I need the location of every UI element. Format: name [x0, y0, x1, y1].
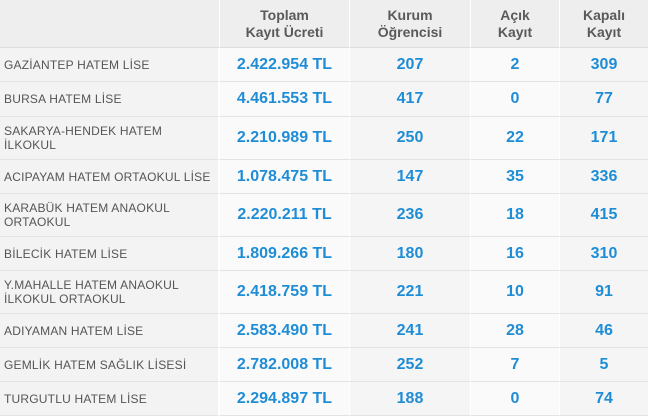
closed-registration-value: 310	[559, 237, 648, 271]
table-row: KARABÜK HATEM ANAOKUL ORTAOKUL 2.220.211 …	[0, 194, 648, 237]
open-registration-value: 0	[470, 82, 559, 117]
open-registration-value: 35	[470, 160, 559, 194]
table-row: BURSA HATEM LİSE 4.461.553 TL 417 0 77	[0, 82, 648, 117]
institution-students-value: 252	[349, 348, 470, 382]
open-registration-value: 7	[470, 348, 559, 382]
closed-registration-value: 5	[559, 348, 648, 382]
table-row: GAZİANTEP HATEM LİSE 2.422.954 TL 207 2 309	[0, 48, 648, 82]
table-row: SAKARYA-HENDEK HATEM İLKOKUL 2.210.989 TL…	[0, 117, 648, 160]
open-registration-value: 28	[470, 314, 559, 348]
header-closed-registration: Kapalı Kayıt	[559, 0, 648, 48]
table-row: GEMLİK HATEM SAĞLIK LİSESİ 2.782.008 TL 25…	[0, 348, 648, 382]
table-body: GAZİANTEP HATEM LİSE 2.422.954 TL 207 2 309 B…	[0, 48, 648, 416]
open-registration-value: 18	[470, 194, 559, 237]
total-fee-value: 2.782.008 TL	[219, 348, 349, 382]
school-name: GEMLİK HATEM SAĞLIK LİSESİ	[0, 348, 219, 382]
header-row: Toplam Kayıt Ücreti Kurum Öğrencisi Açık…	[0, 0, 648, 48]
open-registration-value: 22	[470, 117, 559, 160]
total-fee-value: 2.422.954 TL	[219, 48, 349, 82]
header-institution-students: Kurum Öğrencisi	[349, 0, 470, 48]
total-fee-value: 2.583.490 TL	[219, 314, 349, 348]
header-school	[0, 0, 219, 48]
table-header: Toplam Kayıt Ücreti Kurum Öğrencisi Açık…	[0, 0, 648, 48]
school-name: TURGUTLU HATEM LİSE	[0, 382, 219, 416]
institution-students-value: 236	[349, 194, 470, 237]
closed-registration-value: 77	[559, 82, 648, 117]
closed-registration-value: 171	[559, 117, 648, 160]
school-name: ADIYAMAN HATEM LİSE	[0, 314, 219, 348]
school-name: BİLECİK HATEM LİSE	[0, 237, 219, 271]
institution-students-value: 147	[349, 160, 470, 194]
open-registration-value: 16	[470, 237, 559, 271]
school-name: ACIPAYAM HATEM ORTAOKUL LİSE	[0, 160, 219, 194]
closed-registration-value: 91	[559, 271, 648, 314]
open-registration-value: 2	[470, 48, 559, 82]
closed-registration-value: 74	[559, 382, 648, 416]
closed-registration-value: 415	[559, 194, 648, 237]
institution-students-value: 188	[349, 382, 470, 416]
table-row: TURGUTLU HATEM LİSE 2.294.897 TL 188 0 74	[0, 382, 648, 416]
institution-students-value: 417	[349, 82, 470, 117]
table-row: ACIPAYAM HATEM ORTAOKUL LİSE 1.078.475 TL…	[0, 160, 648, 194]
total-fee-value: 1.078.475 TL	[219, 160, 349, 194]
closed-registration-value: 46	[559, 314, 648, 348]
total-fee-value: 4.461.553 TL	[219, 82, 349, 117]
school-name: Y.MAHALLE HATEM ANAOKUL İLKOKUL ORTAOKUL	[0, 271, 219, 314]
closed-registration-value: 309	[559, 48, 648, 82]
institution-students-value: 241	[349, 314, 470, 348]
total-fee-value: 1.809.266 TL	[219, 237, 349, 271]
institution-students-value: 180	[349, 237, 470, 271]
school-name: KARABÜK HATEM ANAOKUL ORTAOKUL	[0, 194, 219, 237]
school-name: GAZİANTEP HATEM LİSE	[0, 48, 219, 82]
header-open-registration: Açık Kayıt	[470, 0, 559, 48]
institution-students-value: 250	[349, 117, 470, 160]
total-fee-value: 2.220.211 TL	[219, 194, 349, 237]
table-row: Y.MAHALLE HATEM ANAOKUL İLKOKUL ORTAOKUL…	[0, 271, 648, 314]
closed-registration-value: 336	[559, 160, 648, 194]
total-fee-value: 2.418.759 TL	[219, 271, 349, 314]
school-name: SAKARYA-HENDEK HATEM İLKOKUL	[0, 117, 219, 160]
open-registration-value: 10	[470, 271, 559, 314]
total-fee-value: 2.294.897 TL	[219, 382, 349, 416]
institution-students-value: 221	[349, 271, 470, 314]
header-total-fee: Toplam Kayıt Ücreti	[219, 0, 349, 48]
total-fee-value: 2.210.989 TL	[219, 117, 349, 160]
table-row: BİLECİK HATEM LİSE 1.809.266 TL 180 16 310	[0, 237, 648, 271]
institution-students-value: 207	[349, 48, 470, 82]
school-name: BURSA HATEM LİSE	[0, 82, 219, 117]
open-registration-value: 0	[470, 382, 559, 416]
table-row: ADIYAMAN HATEM LİSE 2.583.490 TL 241 28 46	[0, 314, 648, 348]
